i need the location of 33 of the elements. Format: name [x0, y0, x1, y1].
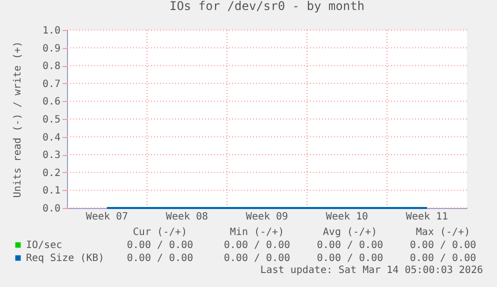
x-tick-label: Week 07: [86, 212, 128, 222]
text: 0.00 / 0.00: [126, 253, 194, 264]
text: 0.00 / 0.00: [410, 240, 476, 251]
text: Cur (-/+): [132, 227, 188, 238]
y-tick-label: 0.1: [42, 186, 60, 197]
y-tick-label: 1.0: [42, 26, 60, 36]
legend-label: Req Size (KB): [26, 253, 104, 264]
text: Min (-/+): [230, 227, 284, 238]
x-tick-label: Week 10: [326, 212, 368, 222]
text: Last update: Sat Mar 14 05:00:03 2026: [260, 265, 483, 276]
chart-title: IOs for /dev/sr0 - by month: [169, 0, 365, 13]
y-tick-label: 0.0: [42, 204, 60, 214]
x-tick-label: Week 09: [246, 212, 288, 222]
y-tick-label: 0.4: [42, 132, 60, 144]
text: 0.00 / 0.00: [410, 253, 476, 264]
y-tick-label: 0.6: [42, 96, 60, 108]
y-tick-label: 0.8: [42, 61, 60, 72]
text: 0.00 / 0.00: [126, 240, 194, 251]
y-tick-label: 0.2: [42, 168, 60, 179]
text: 0.00 / 0.00: [224, 240, 290, 251]
y-tick-label: 0.7: [42, 78, 60, 90]
y-tick-label: 0.3: [42, 150, 60, 162]
text: Max (-/+): [416, 227, 470, 238]
legend-label: IO/sec: [26, 240, 62, 251]
text: 0.00 / 0.00: [316, 253, 384, 264]
text: 0.00 / 0.00: [316, 240, 384, 251]
x-tick-label: Week 11: [406, 212, 448, 222]
x-tick-label: Week 08: [166, 212, 208, 222]
text: 0.00 / 0.00: [224, 253, 290, 264]
y-tick-label: 0.9: [42, 43, 60, 54]
text: Avg (-/+): [322, 227, 378, 238]
y-axis-title: Units read (-) / write (+): [12, 41, 24, 198]
y-tick-label: 0.5: [42, 114, 60, 126]
